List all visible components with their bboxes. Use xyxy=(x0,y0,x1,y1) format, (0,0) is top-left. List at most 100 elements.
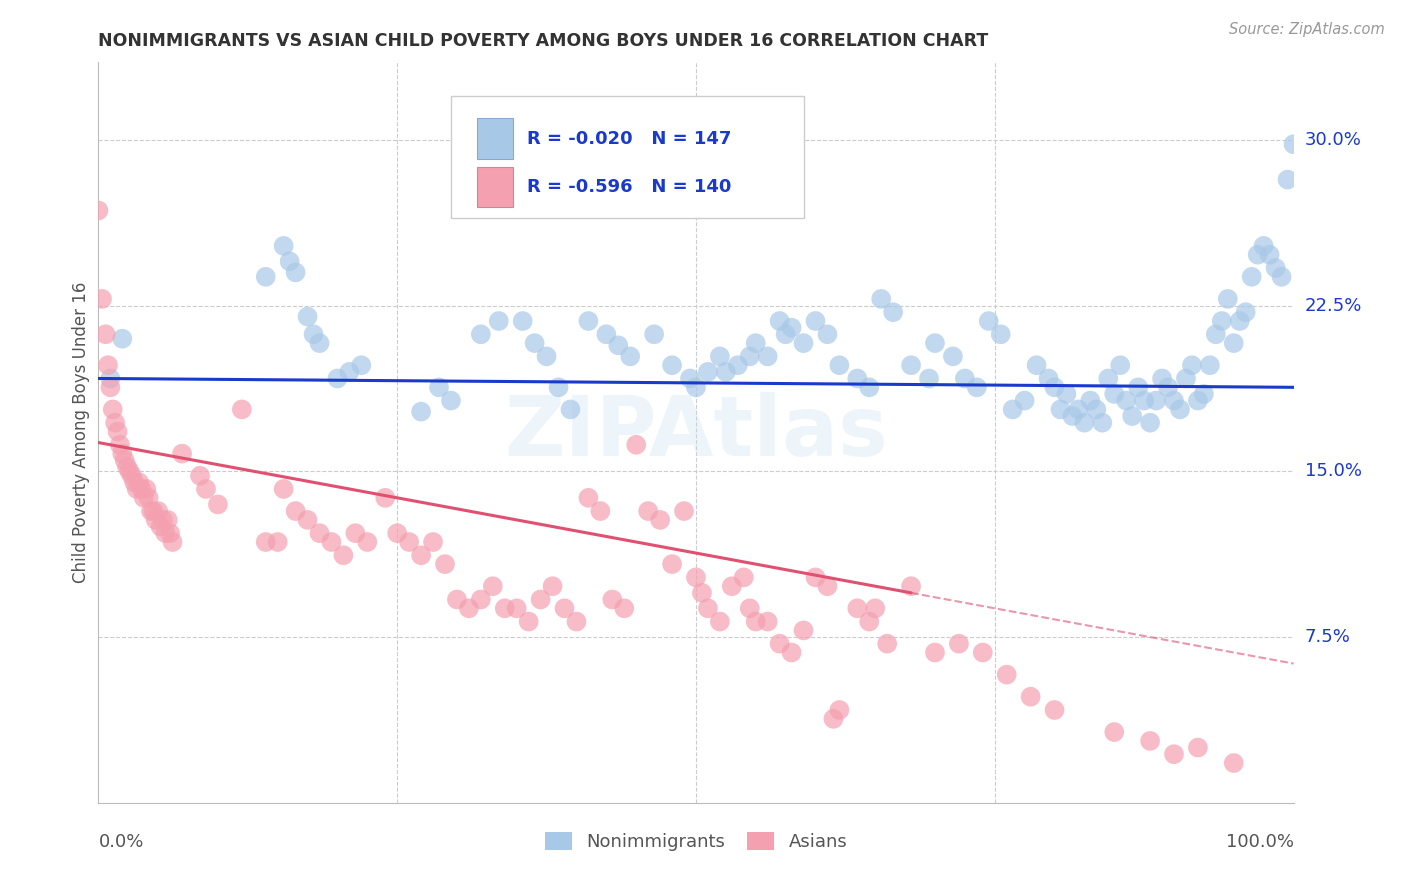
Point xyxy=(488,314,510,328)
Point xyxy=(411,404,433,418)
Point xyxy=(547,380,569,394)
Point xyxy=(846,371,869,385)
Point xyxy=(793,624,815,638)
Point xyxy=(111,447,134,461)
Point xyxy=(780,320,803,334)
Point xyxy=(91,292,114,306)
Point xyxy=(679,371,702,385)
Point xyxy=(131,482,153,496)
Point xyxy=(195,482,218,496)
Point xyxy=(578,491,600,505)
Point xyxy=(595,327,617,342)
Point xyxy=(1277,172,1299,186)
Point xyxy=(768,637,790,651)
Point xyxy=(648,513,672,527)
Point xyxy=(297,310,319,324)
Point xyxy=(138,491,160,505)
Point xyxy=(446,592,468,607)
Point xyxy=(121,468,143,483)
Point xyxy=(142,504,165,518)
Point xyxy=(756,350,779,364)
Point xyxy=(900,579,922,593)
Point xyxy=(139,504,162,518)
Point xyxy=(745,615,768,629)
Point xyxy=(709,615,731,629)
Point xyxy=(948,637,970,651)
Point xyxy=(152,513,174,527)
Point xyxy=(356,535,378,549)
Text: R = -0.596   N = 140: R = -0.596 N = 140 xyxy=(527,178,733,196)
Point xyxy=(1144,393,1167,408)
FancyBboxPatch shape xyxy=(477,167,513,207)
Point xyxy=(1168,402,1191,417)
FancyBboxPatch shape xyxy=(451,95,804,218)
Point xyxy=(882,305,904,319)
Point xyxy=(1097,371,1119,385)
Point xyxy=(1163,747,1185,761)
Point xyxy=(284,504,307,518)
Point xyxy=(124,475,146,490)
Text: 30.0%: 30.0% xyxy=(1305,131,1361,149)
Point xyxy=(697,365,720,379)
Point xyxy=(1019,690,1042,704)
Point xyxy=(690,586,713,600)
Point xyxy=(709,350,731,364)
Point xyxy=(512,314,534,328)
Point xyxy=(637,504,659,518)
Point xyxy=(1234,305,1257,319)
Point xyxy=(1121,409,1143,423)
Point xyxy=(427,380,450,394)
Point xyxy=(1128,380,1150,394)
Point xyxy=(1073,416,1095,430)
Point xyxy=(1223,756,1246,770)
Point xyxy=(440,393,463,408)
Point xyxy=(481,579,505,593)
Point xyxy=(87,203,110,218)
Point xyxy=(530,592,553,607)
Point xyxy=(865,601,887,615)
Point xyxy=(780,646,803,660)
Point xyxy=(1211,314,1233,328)
Point xyxy=(1192,387,1215,401)
Point xyxy=(111,332,134,346)
Point xyxy=(953,371,976,385)
Point xyxy=(278,254,301,268)
Point xyxy=(350,358,373,372)
Point xyxy=(118,464,141,478)
Point xyxy=(1014,393,1036,408)
Point xyxy=(815,579,838,593)
Point xyxy=(828,703,851,717)
Point xyxy=(332,549,354,563)
Point xyxy=(745,336,768,351)
Point xyxy=(661,358,683,372)
Point xyxy=(254,269,277,284)
Legend: Nonimmigrants, Asians: Nonimmigrants, Asians xyxy=(537,824,855,858)
Point xyxy=(101,402,124,417)
Point xyxy=(1115,393,1137,408)
Point xyxy=(145,513,167,527)
Point xyxy=(104,416,127,430)
Point xyxy=(815,327,838,342)
Point xyxy=(458,601,481,615)
Point xyxy=(422,535,444,549)
Point xyxy=(804,314,827,328)
Point xyxy=(1067,402,1090,417)
Point xyxy=(207,498,229,512)
Point xyxy=(132,491,155,505)
Point xyxy=(828,358,851,372)
Point xyxy=(673,504,696,518)
Point xyxy=(1223,336,1246,351)
Point xyxy=(697,601,720,615)
Point xyxy=(613,601,636,615)
Point xyxy=(1043,703,1066,717)
Point xyxy=(1080,393,1102,408)
Point xyxy=(1240,269,1263,284)
Point xyxy=(374,491,396,505)
Point xyxy=(308,336,330,351)
Point xyxy=(685,380,707,394)
Point xyxy=(108,438,131,452)
Point xyxy=(155,526,177,541)
Point xyxy=(517,615,540,629)
Point xyxy=(523,336,546,351)
Point xyxy=(1056,387,1078,401)
